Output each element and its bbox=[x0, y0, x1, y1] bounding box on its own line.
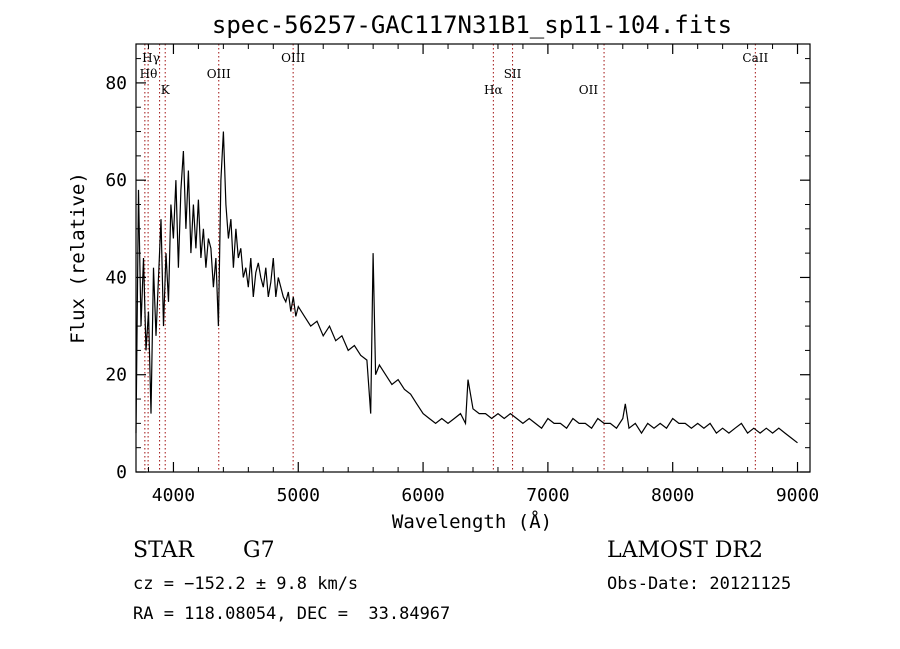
spectral-line-label: Hα bbox=[484, 83, 503, 97]
object-subclass: G7 bbox=[243, 538, 275, 563]
spectral-line-label: OIII bbox=[207, 67, 231, 81]
y-tick-label: 60 bbox=[105, 170, 127, 191]
y-axis-label: Flux (relative) bbox=[67, 172, 89, 344]
y-tick-label: 20 bbox=[105, 365, 127, 386]
spectral-line-label: OIII bbox=[281, 51, 305, 65]
observation-date: Obs-Date: 20121125 bbox=[607, 574, 792, 594]
x-axis-label: Wavelength (Å) bbox=[392, 510, 552, 533]
chart-title: spec-56257-GAC117N31B1_sp11-104.fits bbox=[212, 11, 732, 39]
x-tick-label: 6000 bbox=[401, 485, 444, 506]
spectrum-series-line bbox=[135, 131, 798, 444]
y-tick-label: 80 bbox=[105, 73, 127, 94]
x-tick-label: 9000 bbox=[776, 485, 819, 506]
x-tick-label: 8000 bbox=[651, 485, 694, 506]
spectral-line-label: CaII bbox=[742, 51, 768, 65]
object-class: STAR bbox=[133, 538, 194, 563]
x-tick-label: 4000 bbox=[152, 485, 195, 506]
spectral-line-label: SII bbox=[504, 67, 522, 81]
y-tick-label: 0 bbox=[116, 462, 127, 483]
survey-name: LAMOST DR2 bbox=[607, 538, 763, 563]
redshift-velocity: cz = −152.2 ± 9.8 km/s bbox=[133, 574, 359, 594]
y-tick-label: 40 bbox=[105, 267, 127, 288]
line-markers bbox=[144, 44, 756, 472]
axis-ticks: 4000 5000 6000 7000 8000 9000 0 20 40 60 80 bbox=[105, 44, 819, 506]
spectral-line-label: OII bbox=[579, 83, 599, 97]
x-tick-label: 7000 bbox=[526, 485, 569, 506]
spectral-line-label: Hγ bbox=[142, 51, 160, 65]
x-tick-label: 5000 bbox=[277, 485, 320, 506]
spectral-line-label: K bbox=[161, 83, 171, 97]
spectral-line-label: Hθ bbox=[140, 67, 158, 81]
coordinates: RA = 118.08054, DEC = 33.84967 bbox=[133, 604, 451, 624]
